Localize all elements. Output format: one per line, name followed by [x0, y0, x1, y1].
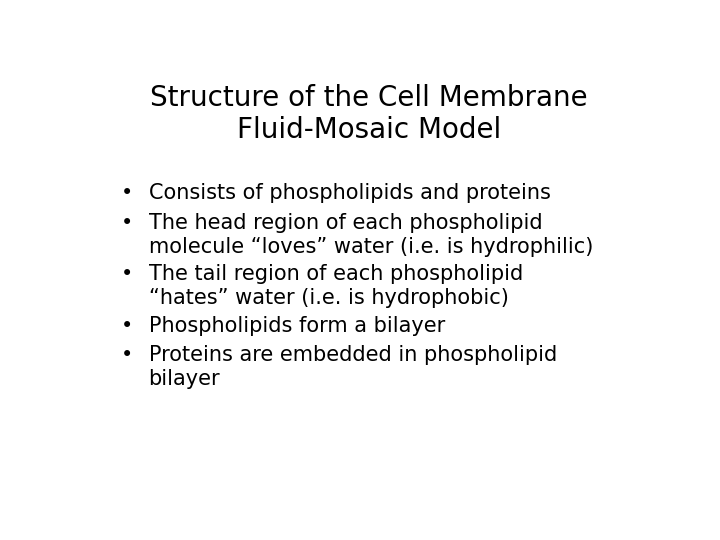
Text: •: • [121, 316, 133, 336]
Text: The head region of each phospholipid
molecule “loves” water (i.e. is hydrophilic: The head region of each phospholipid mol… [148, 213, 593, 257]
Text: •: • [121, 213, 133, 233]
Text: Phospholipids form a bilayer: Phospholipids form a bilayer [148, 316, 445, 336]
Text: •: • [121, 265, 133, 285]
Text: Proteins are embedded in phospholipid
bilayer: Proteins are embedded in phospholipid bi… [148, 346, 557, 389]
Text: Structure of the Cell Membrane
Fluid-Mosaic Model: Structure of the Cell Membrane Fluid-Mos… [150, 84, 588, 144]
Text: The tail region of each phospholipid
“hates” water (i.e. is hydrophobic): The tail region of each phospholipid “ha… [148, 265, 523, 308]
Text: Consists of phospholipids and proteins: Consists of phospholipids and proteins [148, 183, 551, 203]
Text: •: • [121, 183, 133, 203]
Text: •: • [121, 346, 133, 366]
